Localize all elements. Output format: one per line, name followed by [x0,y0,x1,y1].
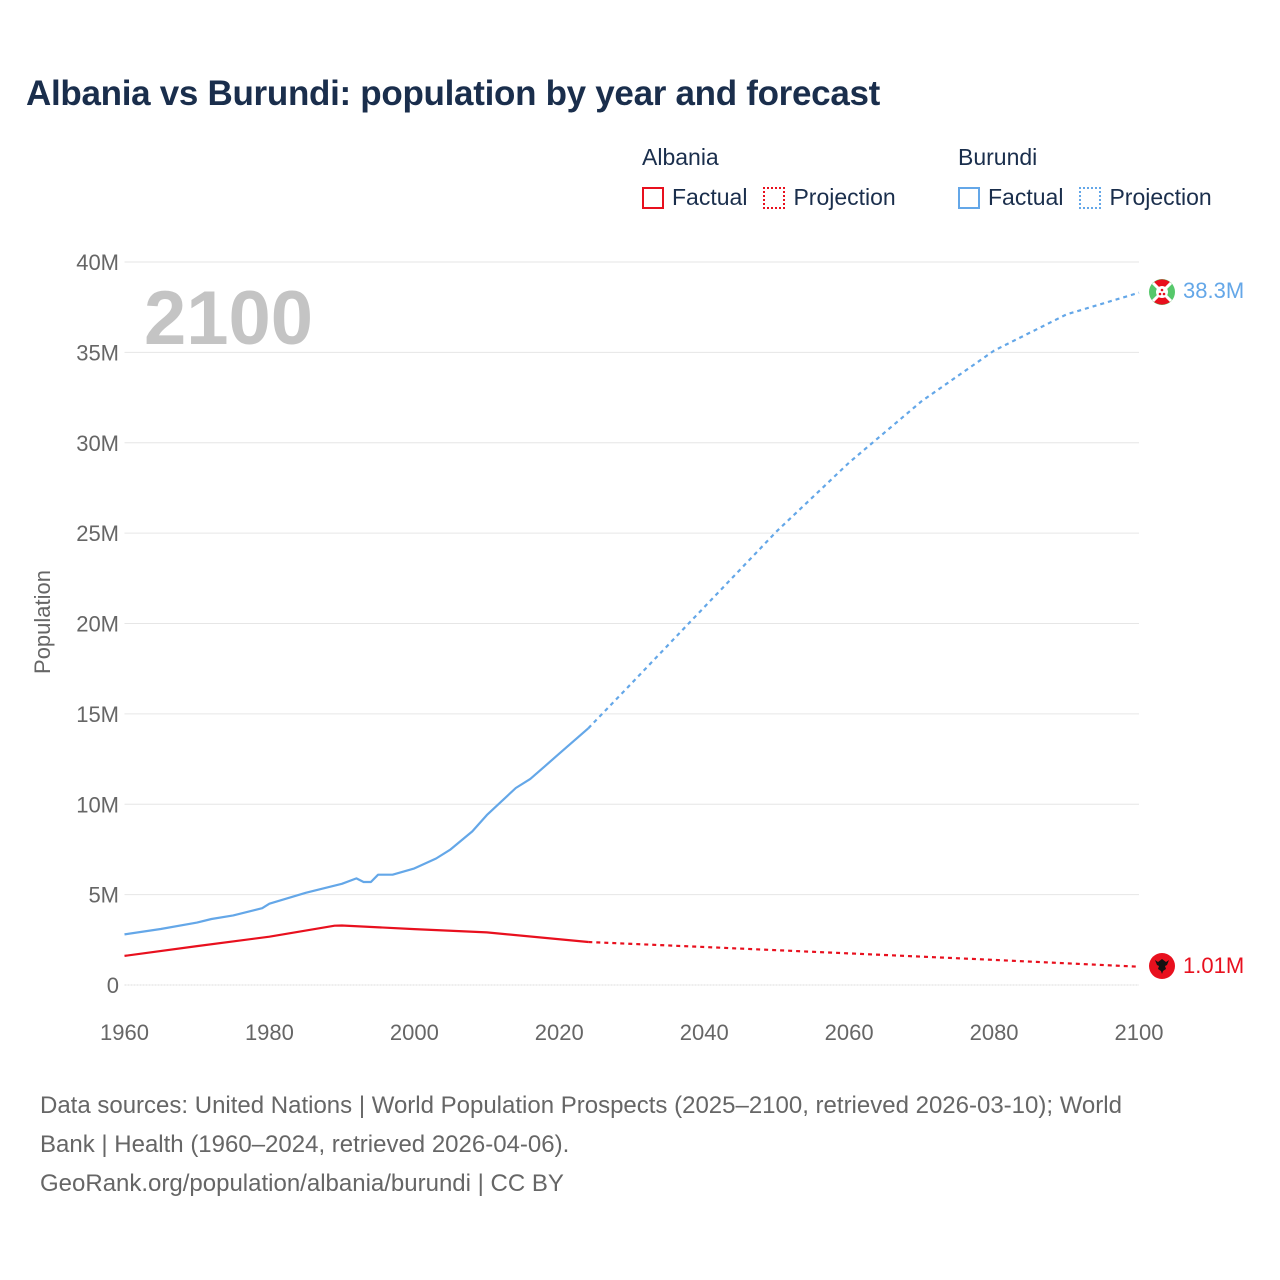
legend-group-name: Albania [642,144,719,170]
x-axis-ticks: 1960 1980 2000 2020 2040 2060 2080 2100 [100,1020,1163,1045]
y-tick-label: 0 [107,973,119,998]
current-year-label: 2100 [144,276,313,361]
burundi-factual-line [124,727,590,936]
burundi-projection-line [587,291,1140,730]
y-tick-label: 40M [76,250,119,275]
footer-line: Data sources: United Nations | World Pop… [40,1092,1122,1119]
albania-end-value: 1.01M [1183,953,1244,978]
x-tick-label: 2060 [825,1020,874,1045]
legend-group-name: Burundi [958,144,1038,170]
legend-label: Projection [793,184,896,210]
solid-swatch-icon [958,186,980,209]
burundi-flag-icon [1149,279,1175,305]
x-tick-label: 2000 [390,1020,439,1045]
y-tick-label: 30M [76,431,119,456]
x-tick-label: 1980 [245,1020,294,1045]
x-tick-label: 2100 [1115,1020,1164,1045]
legend-burundi: Burundi Factual Projection [958,144,1228,211]
y-tick-label: 10M [76,792,119,817]
y-axis-ticks: 0 5M 10M 15M 20M 25M 30M 35M 40M [76,250,119,998]
albania-projection-line [588,940,1140,968]
x-tick-label: 1960 [100,1020,149,1045]
x-tick-label: 2020 [535,1020,584,1045]
solid-swatch-icon [642,186,664,209]
legend-label: Factual [988,184,1064,210]
albania-flag-icon [1149,953,1175,979]
footer-line: Bank | Health (1960–2024, retrieved 2026… [40,1131,570,1158]
dotted-swatch-icon [763,186,786,209]
albania-factual-line [124,924,589,957]
series-lines [124,291,1140,968]
gridlines [124,261,1139,986]
legend-albania-factual[interactable]: Factual [642,184,747,211]
y-tick-label: 20M [76,612,119,637]
legend-albania: Albania Factual Projection [642,144,912,211]
footer-link[interactable]: GeoRank.org/population/albania/burundi |… [40,1170,564,1197]
y-tick-label: 15M [76,702,119,727]
legend-albania-projection[interactable]: Projection [763,184,896,211]
y-tick-label: 35M [76,340,119,365]
legend-burundi-projection[interactable]: Projection [1079,184,1212,211]
chart-title: Albania vs Burundi: population by year a… [26,74,881,113]
y-tick-label: 5M [88,883,119,908]
burundi-end-value: 38.3M [1183,278,1244,303]
legend-label: Factual [672,184,748,210]
y-axis-title: Population [30,570,55,674]
legend-burundi-factual[interactable]: Factual [958,184,1063,211]
dotted-swatch-icon [1079,186,1102,209]
y-tick-label: 25M [76,521,119,546]
line-chart: 0 5M 10M 15M 20M 25M 30M 35M 40M 1960 1980 2000 202… [30,250,1244,1045]
footer-sources: Data sources: United Nations | World Pop… [40,1086,1240,1203]
x-tick-label: 2040 [680,1020,729,1045]
x-tick-label: 2080 [970,1020,1019,1045]
legend-label: Projection [1109,184,1212,210]
